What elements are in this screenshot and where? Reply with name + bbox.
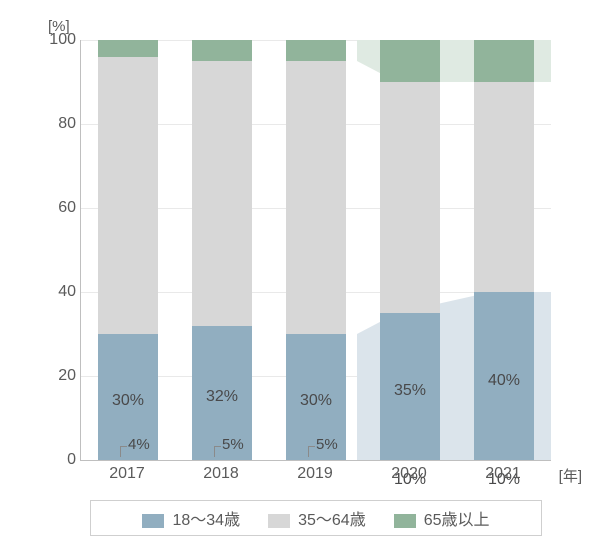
swatch-icon (142, 514, 164, 528)
x-axis-unit: [年] (559, 465, 582, 486)
bar-label: 30% (286, 392, 346, 410)
y-tick: 60 (38, 199, 76, 217)
y-tick: 100 (38, 31, 76, 49)
x-tick: 2018 (203, 465, 239, 483)
legend-item: 65歳以上 (394, 506, 490, 530)
bar-label: 5% (316, 436, 338, 453)
bar-label: 35% (380, 382, 440, 400)
swatch-icon (268, 514, 290, 528)
bar-label: 30% (98, 392, 158, 410)
y-tick: 20 (38, 367, 76, 385)
bar-label: 40% (474, 372, 534, 390)
bar-label: 5% (222, 436, 244, 453)
plot-area: 30% 4% 32% 5% 30% 5% 35% 10% (80, 40, 551, 461)
bar-label: 4% (128, 436, 150, 453)
stacked-bar-chart: [%] 0 20 40 60 80 100 30% 4% (18, 10, 582, 538)
swatch-icon (394, 514, 416, 528)
y-tick: 40 (38, 283, 76, 301)
x-tick: 2019 (297, 465, 333, 483)
legend-item: 35～64歳 (268, 506, 366, 530)
legend: 18～34歳 35～64歳 65歳以上 (90, 500, 542, 536)
x-tick: 2020 (391, 465, 427, 483)
y-tick: 80 (38, 115, 76, 133)
x-tick: 2017 (109, 465, 145, 483)
y-tick: 0 (38, 451, 76, 469)
legend-item: 18～34歳 (142, 506, 240, 530)
bar-label: 32% (192, 388, 252, 406)
x-tick: 2021 (485, 465, 521, 483)
